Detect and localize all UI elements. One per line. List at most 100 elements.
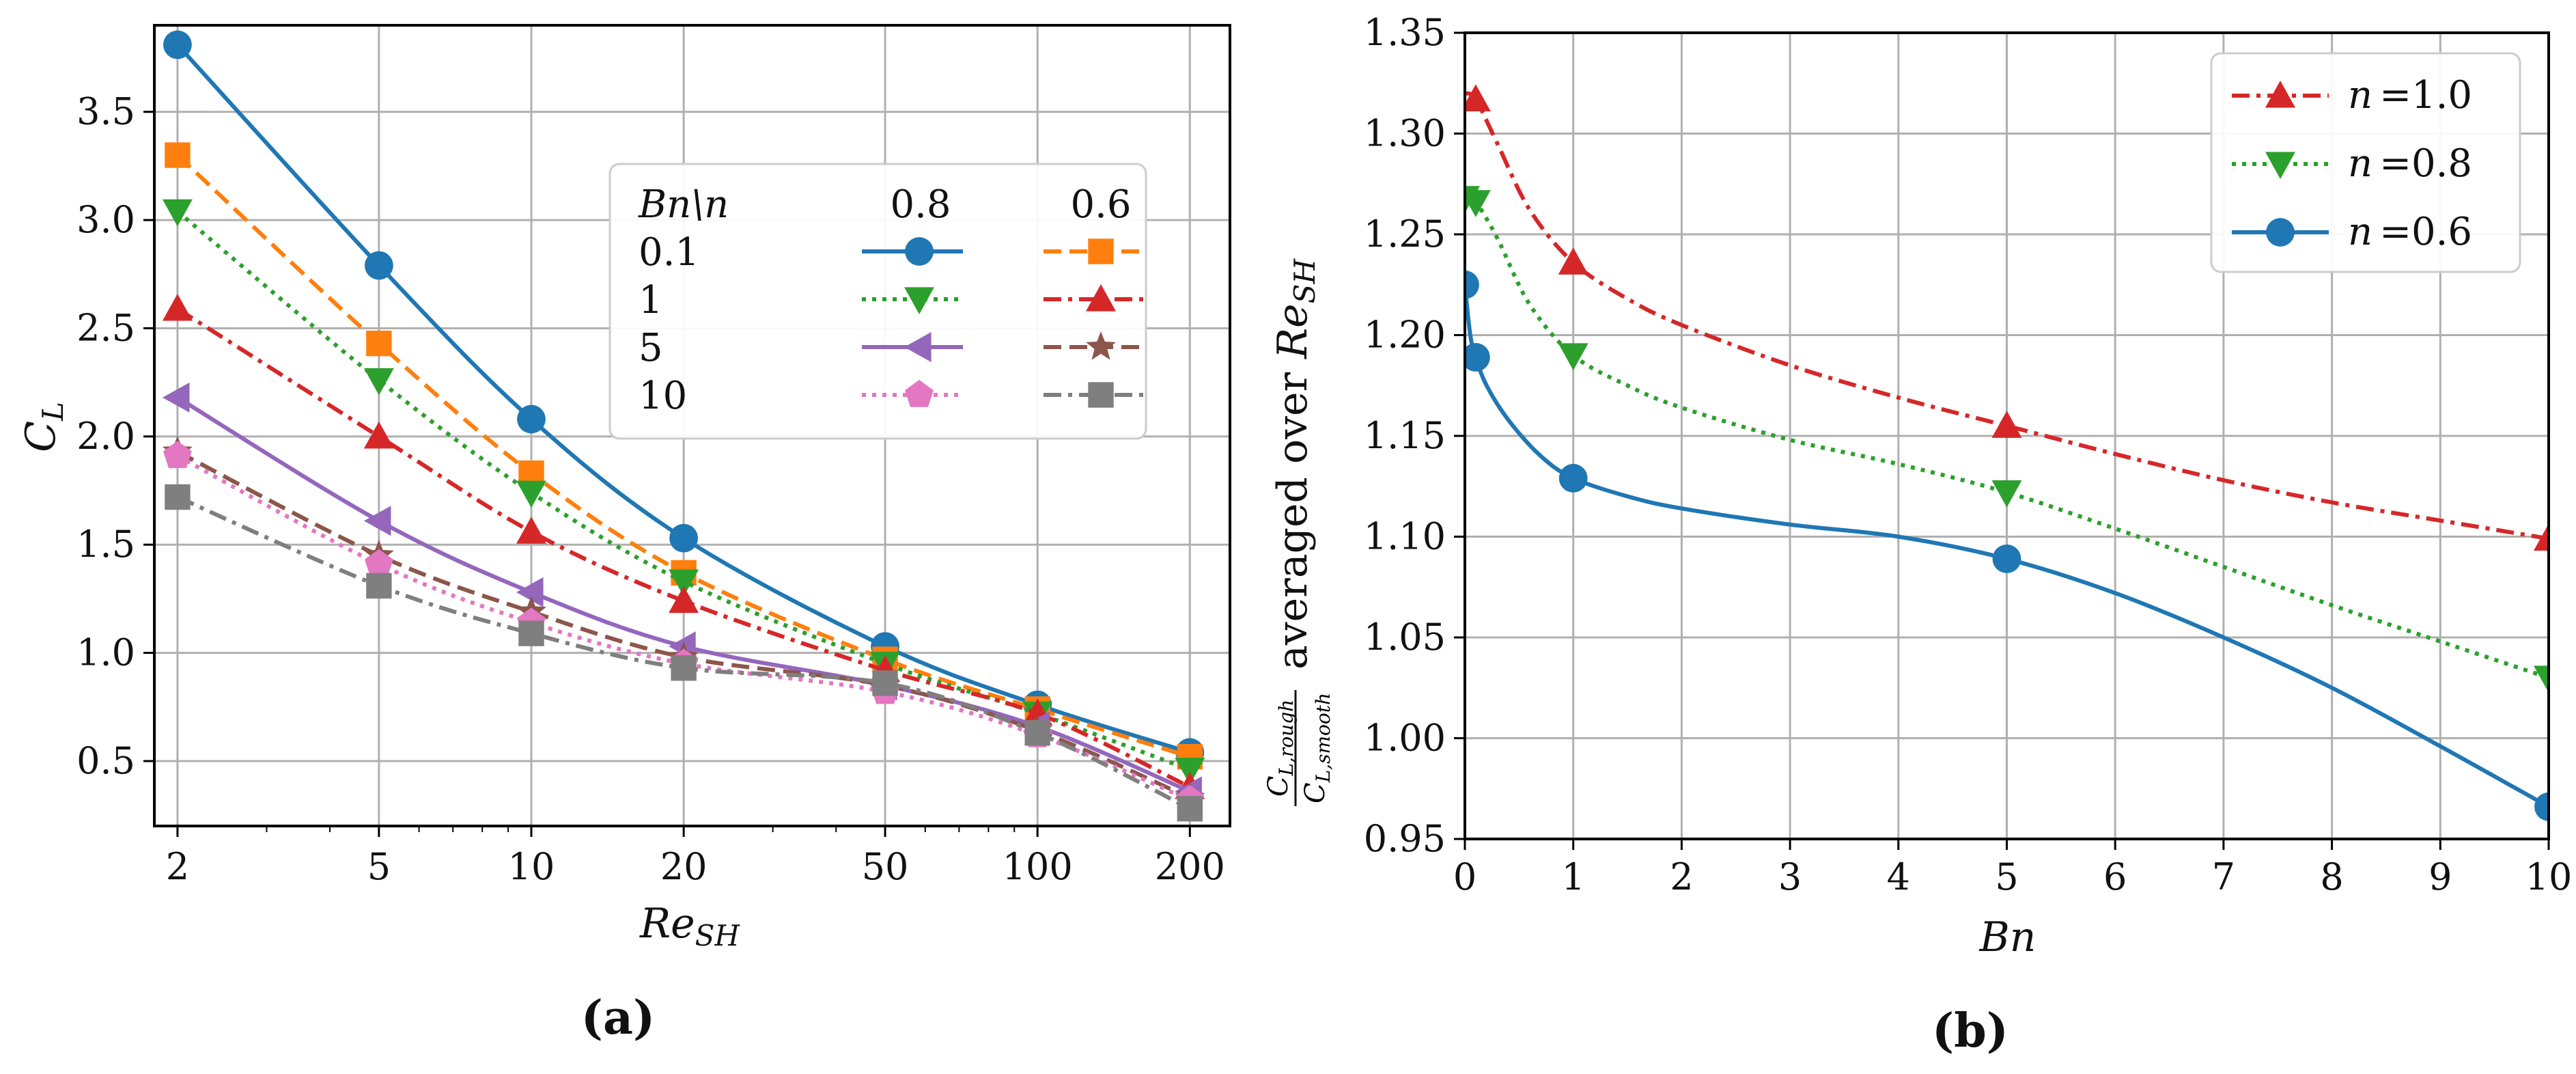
panel-a-label: (a) (581, 991, 655, 1045)
legend-b-entry-1: n =0.8 (2348, 141, 2472, 186)
chart-b-legend-box (2210, 52, 2521, 273)
x-tick-label: 200 (1155, 845, 1225, 888)
chart-b-ylabel: CL,rough CL,smooth averaged over ReSH (1263, 258, 1334, 806)
y-tick-label: 3.5 (76, 90, 135, 133)
x-tick-label: 4 (1887, 855, 1910, 898)
panel-b-label: (b) (1932, 1004, 2008, 1058)
legend-b-handle (2232, 218, 2329, 247)
data-point (364, 549, 393, 577)
data-point (516, 577, 544, 607)
data-point (2534, 792, 2549, 821)
x-tick-label: 7 (2212, 855, 2235, 898)
chart-b-xlabel: Bn (1979, 913, 2036, 961)
ylabel-fraction-denominator: CL,smooth (1300, 693, 1334, 803)
data-point (516, 480, 546, 508)
legend-b-handle (2232, 152, 2329, 179)
data-point (1175, 758, 1205, 785)
data-point (1558, 247, 1588, 275)
data-point (669, 569, 699, 597)
data-point (363, 506, 391, 536)
x-tick-label: 10 (2525, 855, 2573, 898)
y-tick-label: 3.0 (76, 198, 135, 241)
y-tick-label: 1.10 (1364, 515, 1446, 558)
data-point (163, 441, 192, 469)
legend-a-row-label-0: 0.1 (639, 230, 699, 275)
y-tick-label: 1.25 (1364, 212, 1446, 256)
legend-b-handle (2232, 81, 2329, 108)
chart-b-series (1465, 84, 2549, 821)
ylabel-fraction-numerator: CL,rough (1263, 700, 1298, 797)
y-tick-label: 1.5 (76, 523, 135, 566)
x-tick-label: 2 (166, 845, 189, 888)
chart-a-legend: Bn\n 0.8 0.6 0.1 1 5 10 (608, 163, 1147, 440)
chart-a-ylabel: CL (17, 402, 70, 452)
data-point (2534, 523, 2549, 551)
ylabel-text: averaged over (1269, 372, 1317, 670)
legend-a-handle (1044, 284, 1145, 312)
data-point (1991, 480, 2022, 508)
series-line (1465, 91, 2549, 541)
y-tick-label: 1.35 (1364, 11, 1446, 54)
chart-a-series (162, 30, 1205, 822)
chart-b-legend: n =1.0 n =0.8 n =0.6 (2210, 52, 2521, 273)
legend-a-row-label-1: 1 (639, 278, 663, 322)
chart-a-legend-handles (862, 237, 1145, 408)
legend-marker (1086, 284, 1116, 312)
data-point (669, 523, 699, 553)
ylabel-re: ReSH (1269, 258, 1321, 359)
y-tick-label: 1.00 (1364, 717, 1446, 760)
x-tick-label: 1 (1562, 855, 1585, 898)
data-point (1465, 343, 1490, 372)
legend-a-header-col-1: 0.6 (1070, 182, 1131, 227)
series-line (1465, 195, 2549, 680)
legend-a-row-label-2: 5 (639, 326, 663, 370)
legend-marker (2265, 81, 2295, 108)
legend-marker (2265, 152, 2295, 179)
chart-b: 0 1 2 3 4 5 6 7 8 9 10 0.95 1.00 1.05 1.10 1.15 1.20 1.25… (1263, 11, 2572, 1058)
data-point (162, 199, 193, 227)
legend-a-header-col-0: 0.8 (890, 182, 951, 227)
chart-a-legend-box (608, 163, 1147, 440)
data-point (669, 586, 699, 614)
data-point (366, 330, 392, 357)
x-tick-label: 6 (2103, 855, 2127, 898)
y-tick-label: 0.5 (76, 739, 135, 782)
legend-marker (1088, 238, 1114, 264)
x-tick-label: 100 (1003, 845, 1073, 888)
data-point (1558, 343, 1588, 370)
data-point (163, 30, 192, 59)
y-tick-label: 1.05 (1364, 616, 1446, 659)
chart-a-frame (153, 24, 1231, 827)
x-tick-label: 50 (862, 845, 909, 888)
legend-marker (904, 332, 932, 362)
y-tick-label: 1.15 (1364, 414, 1446, 457)
legend-a-handle (862, 332, 963, 362)
legend-a-handle (862, 287, 963, 314)
legend-a-handle (1044, 238, 1145, 264)
legend-a-handle (1044, 331, 1145, 360)
data-point (517, 404, 546, 434)
legend-marker (1088, 382, 1114, 408)
data-point (1558, 464, 1588, 493)
x-tick-label: 2 (1670, 855, 1693, 898)
y-tick-label: 2.5 (76, 306, 135, 349)
data-point (671, 655, 697, 681)
data-point (364, 251, 393, 280)
data-point (1465, 84, 1491, 111)
legend-b-entry-0: n =1.0 (2348, 73, 2472, 118)
data-point (516, 517, 546, 544)
legend-marker (905, 237, 934, 266)
legend-marker (905, 380, 934, 407)
x-tick-label: 5 (1995, 855, 2018, 898)
data-point (1465, 190, 1491, 217)
data-point (162, 382, 190, 413)
x-tick-label: 9 (2428, 855, 2452, 898)
legend-a-handle (862, 237, 963, 266)
x-tick-label: 0 (1453, 855, 1476, 898)
data-point (1991, 411, 2022, 438)
x-tick-label: 8 (2320, 855, 2343, 898)
legend-marker (904, 287, 934, 314)
